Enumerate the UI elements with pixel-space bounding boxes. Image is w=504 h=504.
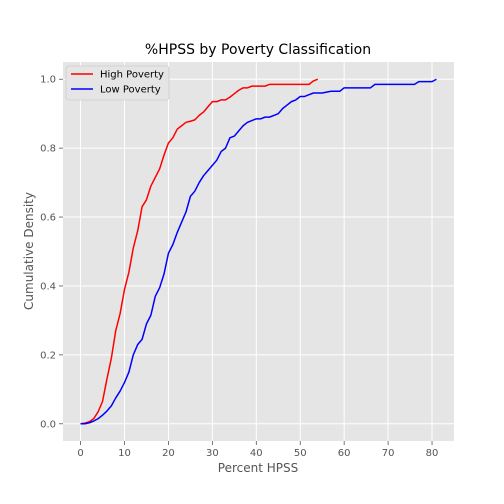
x-tick-label: 30 [206, 448, 219, 459]
y-tick-label: 0.8 [40, 144, 56, 155]
plot-area [63, 62, 454, 441]
y-tick-label: 0.6 [40, 213, 56, 224]
legend: High Poverty Low Poverty [65, 65, 170, 101]
y-axis-label: Cumulative Density [22, 192, 36, 310]
y-tick-label: 0.0 [40, 419, 56, 430]
x-tick-label: 50 [294, 448, 307, 459]
y-axis-ticks: 0.0 0.2 0.4 0.6 0.8 1.0 [40, 75, 63, 430]
x-axis-ticks: 0 10 20 30 40 50 60 70 80 [77, 441, 438, 459]
x-tick-label: 20 [162, 448, 175, 459]
legend-label-low-poverty: Low Poverty [100, 85, 161, 96]
y-tick-label: 0.2 [40, 350, 56, 361]
series-lines [80, 78, 437, 425]
chart-title: %HPSS by Poverty Classification [145, 42, 371, 58]
x-tick-label: 10 [118, 448, 131, 459]
y-tick-label: 1.0 [40, 75, 56, 86]
series-line-high-poverty [80, 78, 319, 425]
x-tick-label: 80 [426, 448, 439, 459]
series-line-low-poverty [80, 78, 437, 425]
x-tick-label: 0 [77, 448, 83, 459]
x-tick-label: 60 [338, 448, 351, 459]
x-tick-label: 70 [382, 448, 395, 459]
legend-label-high-poverty: High Poverty [100, 70, 164, 81]
x-tick-label: 40 [250, 448, 263, 459]
x-axis-label: Percent HPSS [218, 461, 298, 475]
grid [63, 62, 454, 441]
y-tick-label: 0.4 [40, 281, 56, 292]
